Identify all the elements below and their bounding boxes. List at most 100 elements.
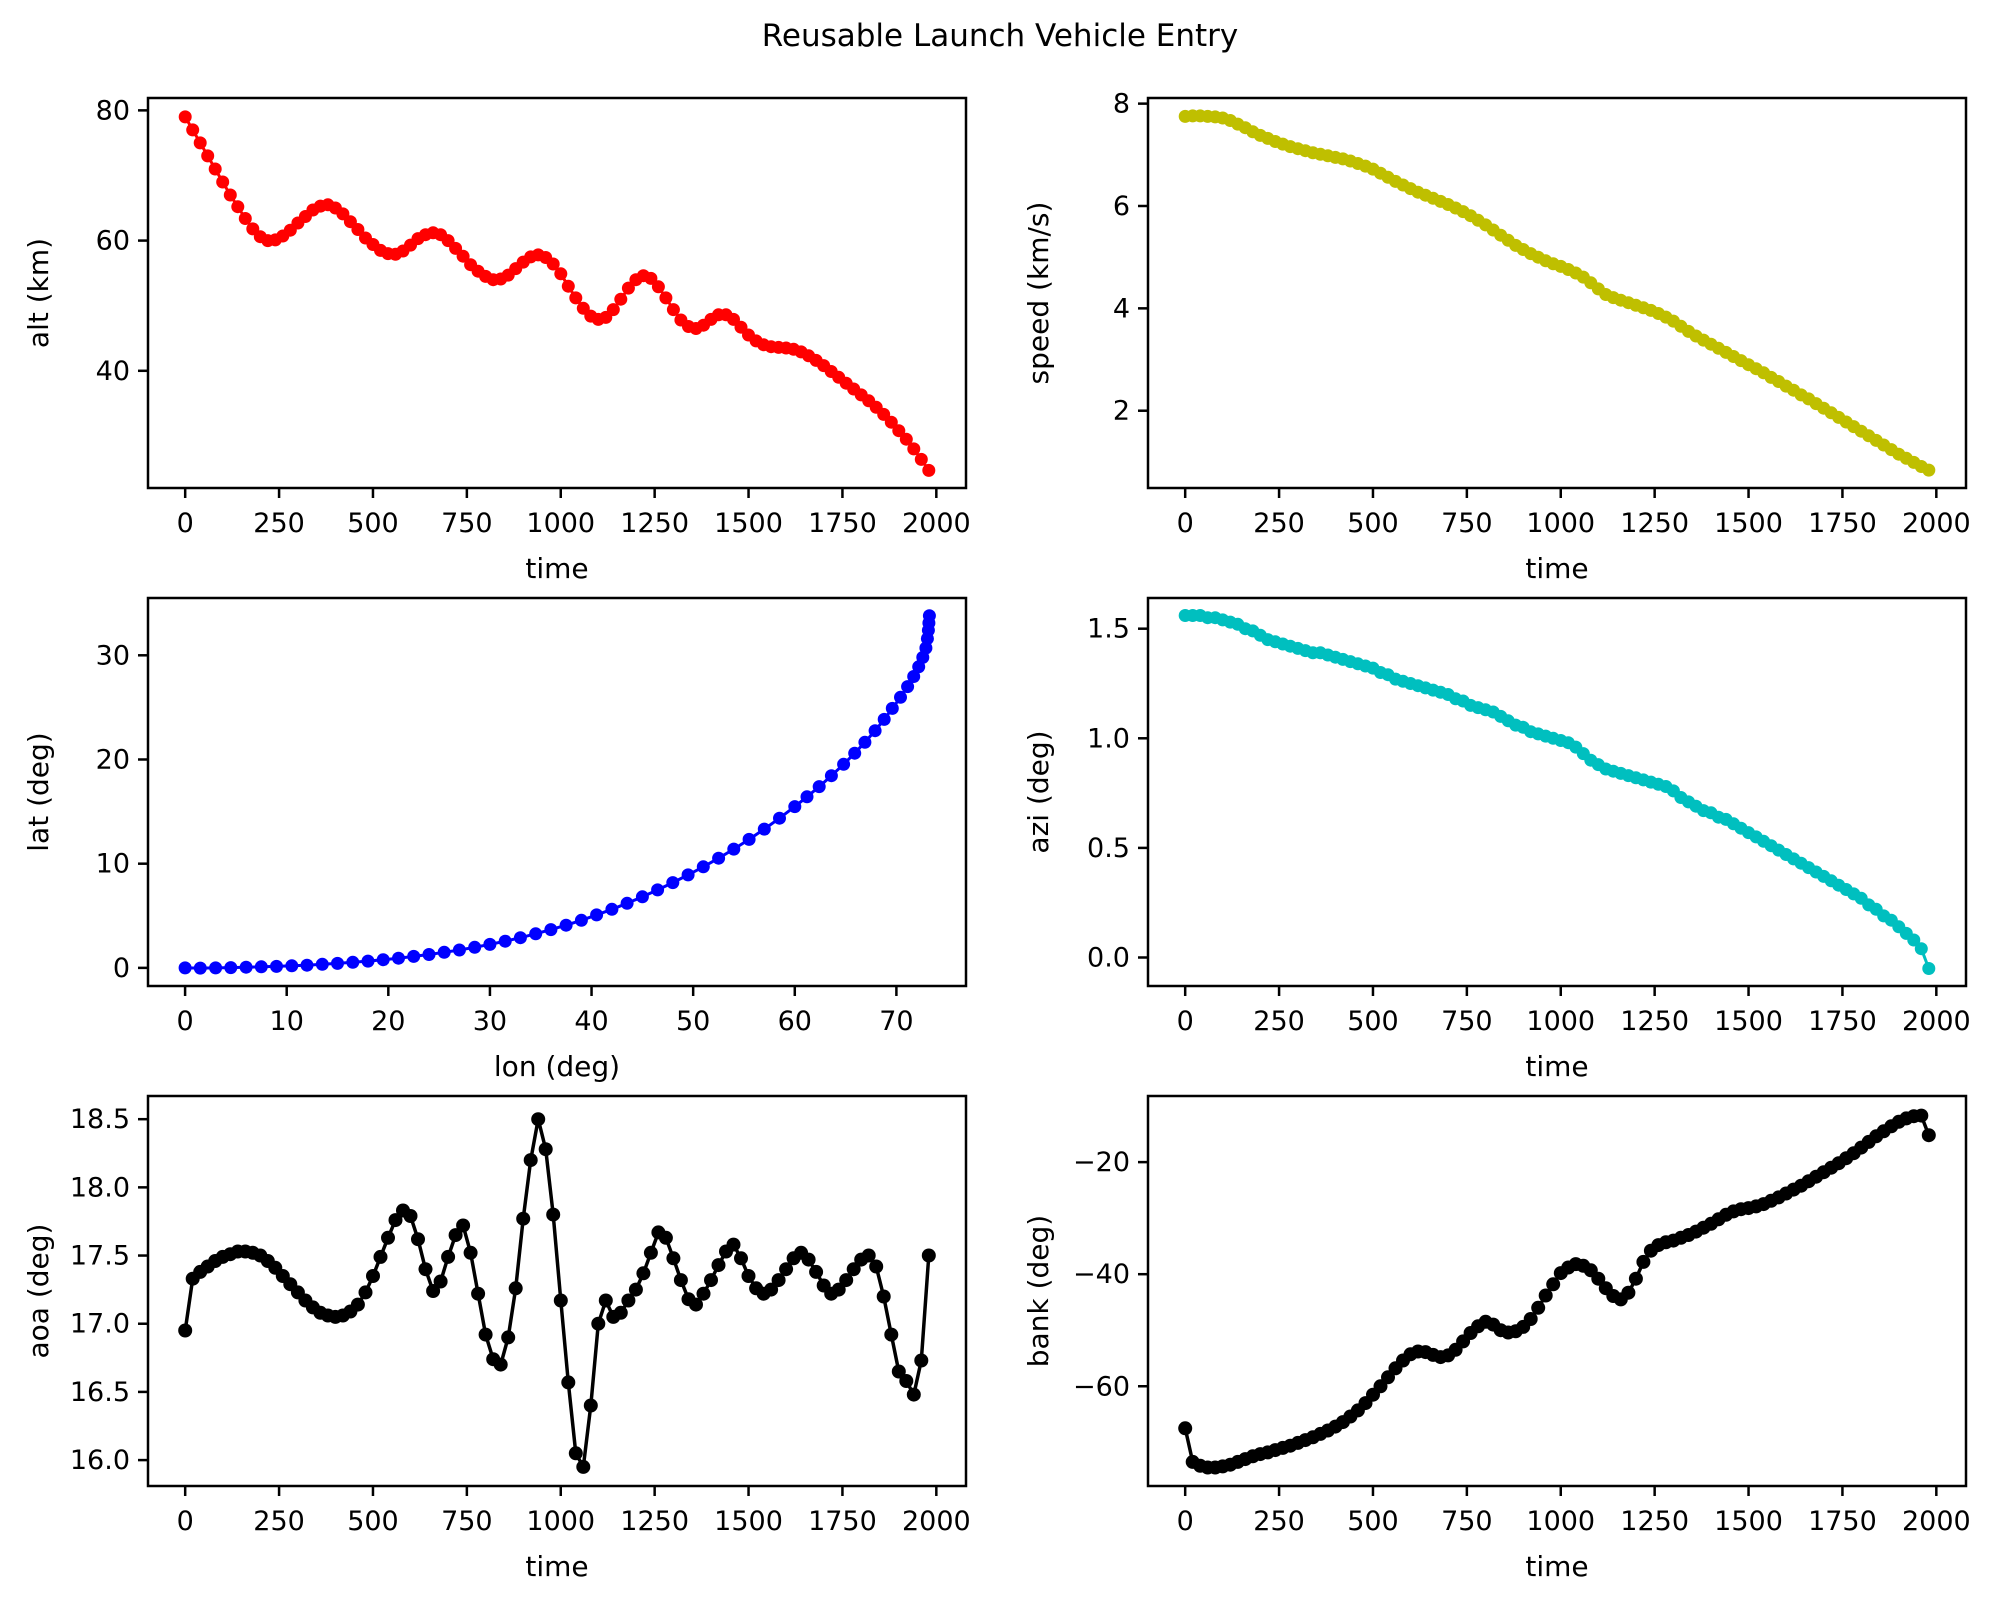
data-point [513,931,527,945]
azi-series-markers [1178,609,1936,975]
x-tick-label: 0 [177,1506,194,1537]
x-tick-label: 1750 [1808,508,1877,539]
data-point [483,937,497,951]
data-point [193,136,207,150]
data-point [407,949,421,963]
x-tick-label: 1750 [1808,1006,1877,1037]
x-tick-label: 250 [1253,1506,1305,1537]
data-point [773,811,786,825]
x-tick-label: 20 [371,1006,405,1037]
data-point [848,746,862,760]
data-point [906,1387,921,1402]
data-point [574,913,588,927]
data-point [583,1398,598,1413]
data-point [901,680,915,694]
data-point [254,960,268,974]
data-point [861,1248,876,1263]
y-tick-label: −60 [1073,1371,1130,1402]
figure-title: Reusable Launch Vehicle Entry [761,18,1239,54]
subplot-alt: 0 250 500 750 1000 1250 1500 1750 2000 40 60 80 time… [22,95,971,585]
data-point [621,1293,636,1308]
y-tick-label: 1.0 [1087,723,1130,754]
y-tick-label: 17.5 [70,1241,130,1272]
x-tick-label: 1500 [714,508,783,539]
data-point [591,1316,606,1331]
x-tick-label: 40 [574,1006,608,1037]
axes-frame [146,96,968,490]
data-point [800,790,814,804]
data-point [418,1262,433,1277]
data-point [824,769,838,783]
axes-frame [1146,1094,1968,1488]
data-point [606,303,620,317]
data-point [498,934,512,948]
data-point [538,1142,553,1157]
y-tick-label: 10 [96,849,130,880]
data-point [614,292,628,306]
y-tick-label: 8 [1113,89,1130,120]
data-point [554,267,568,281]
data-point [366,1269,380,1283]
y-tick-label: 40 [96,356,130,387]
axes-frame [1146,96,1968,490]
data-point [846,1262,861,1277]
y-tick-label: −40 [1073,1259,1130,1290]
data-point [1628,1271,1643,1286]
data-point [742,832,756,846]
y-tick-label: 6 [1113,191,1130,222]
data-point [884,415,898,429]
data-point [223,188,237,202]
data-point [493,1357,508,1372]
data-point [1621,1285,1636,1300]
data-point [376,953,390,967]
x-tick-label: 0 [1177,508,1194,539]
data-point [411,1232,425,1247]
x-tick-label: 500 [1347,1506,1399,1537]
data-point [523,1153,538,1168]
x-tick-label: 750 [1441,508,1493,539]
x-tick-label: 1500 [1714,1006,1783,1037]
y-tick-label: 18.0 [70,1172,130,1203]
data-point [891,1364,906,1379]
data-point [1538,1288,1553,1303]
data-point [1546,1277,1561,1292]
data-point [346,955,360,969]
x-tick-label: 2000 [1902,1506,1971,1537]
y-tick-label: 0 [113,953,130,984]
data-point [788,800,802,814]
data-point [373,1249,388,1264]
data-point [448,1228,463,1243]
data-point [869,1259,884,1274]
y-axis-label: aoa (deg) [22,1224,55,1359]
data-point [704,1273,718,1288]
data-point [681,868,695,882]
data-point [529,927,543,941]
y-tick-label: 4 [1113,293,1130,324]
data-point [1178,1421,1193,1436]
data-point [884,1327,899,1342]
bank-series-markers [1178,1108,1936,1475]
data-point [1922,962,1936,975]
data-point [922,463,936,477]
data-point [801,1252,816,1267]
data-point [331,956,344,970]
x-tick-label: 30 [473,1006,507,1037]
x-tick-label: 1500 [1714,1506,1783,1537]
x-tick-label: 250 [1253,508,1305,539]
aoa-series-markers [178,1112,936,1474]
subplot-speed: 0 250 500 750 1000 1250 1500 1750 2000 2 4 6 8 time sp… [1022,89,1971,585]
data-point [456,1218,471,1233]
data-point [643,1245,658,1260]
data-point [1523,1312,1538,1326]
y-axis-label: alt (km) [22,238,55,348]
data-point [224,961,238,975]
y-tick-label: 18.5 [70,1104,130,1135]
y-tick-label: 17.0 [70,1309,130,1340]
data-point [553,1293,568,1308]
x-tick-label: 2000 [902,508,971,539]
subplot-aoa: 0 250 500 750 1000 1250 1500 1750 2000 16.0 16.5 17… [22,1094,971,1583]
data-point [239,960,253,974]
data-point [546,1207,561,1222]
data-point [1907,933,1921,947]
